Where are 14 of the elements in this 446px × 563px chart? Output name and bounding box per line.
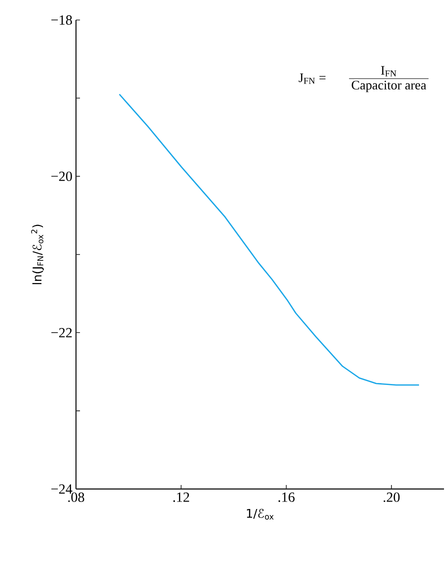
annotation: J$_{FN}$ = <box>298 73 326 84</box>
x-tick-label: .08 <box>68 492 84 502</box>
y-axis-title: ln(J$_{FN}$/ℰ$_{ox}$$^{2}$) <box>31 224 44 284</box>
x-tick-label: .20 <box>384 492 400 502</box>
x-tick-label: .12 <box>173 492 190 502</box>
y-tick-label: −20 <box>51 172 72 182</box>
y-tick-label: −24 <box>51 484 72 494</box>
x-axis-title: 1/ℰ$_{ox}$ <box>246 508 274 520</box>
y-tick-label: −18 <box>51 15 72 25</box>
y-tick-label: −22 <box>51 328 72 338</box>
line-series <box>118 94 420 386</box>
x-tick-label: .16 <box>278 492 295 502</box>
annotation: I$_{FN}$ <box>381 66 396 76</box>
annotation: Capacitor area <box>352 80 426 92</box>
